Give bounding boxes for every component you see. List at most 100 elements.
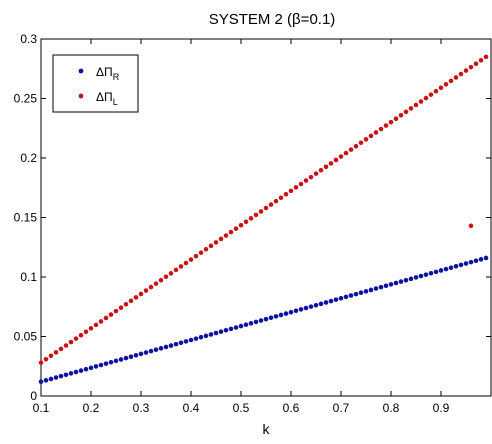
data-point <box>98 362 104 368</box>
data-point <box>223 327 229 333</box>
data-point <box>388 282 394 287</box>
data-point <box>128 298 134 304</box>
data-point <box>208 243 214 249</box>
data-point <box>168 271 174 276</box>
data-point <box>78 332 84 338</box>
data-point <box>213 330 219 336</box>
data-point <box>478 57 484 63</box>
data-point <box>463 68 469 73</box>
data-point <box>413 275 419 280</box>
y-tick-label: 0.15 <box>14 211 38 225</box>
data-point <box>108 359 114 365</box>
data-point <box>443 266 449 272</box>
data-point <box>63 343 69 348</box>
data-point <box>453 75 459 80</box>
data-point <box>118 305 124 310</box>
data-point <box>163 344 169 350</box>
data-point <box>308 174 314 180</box>
data-point <box>193 336 199 341</box>
data-point <box>243 322 249 328</box>
data-point <box>483 255 489 261</box>
data-point <box>418 99 424 104</box>
data-point <box>248 216 254 221</box>
data-point <box>348 293 354 298</box>
x-tick-label: 0.7 <box>333 401 350 415</box>
data-point <box>473 61 479 67</box>
data-point <box>143 288 149 293</box>
y-tick-label: 0 <box>30 389 37 403</box>
x-tick-label: 0.5 <box>233 401 250 415</box>
data-point <box>193 253 199 259</box>
data-point <box>293 185 299 190</box>
data-point <box>408 276 414 282</box>
data-point <box>238 222 244 228</box>
data-point <box>233 226 239 231</box>
data-point <box>153 281 159 286</box>
data-point <box>368 133 374 139</box>
data-point <box>333 297 339 302</box>
data-point <box>423 272 429 277</box>
data-point <box>128 354 134 359</box>
data-point <box>288 309 294 315</box>
data-point <box>383 283 389 289</box>
data-point <box>93 364 99 369</box>
data-point <box>288 188 294 194</box>
data-point <box>388 119 394 125</box>
data-point <box>313 171 319 176</box>
data-point <box>338 154 344 159</box>
data-point <box>478 257 484 262</box>
data-point <box>298 307 304 312</box>
data-point <box>133 295 139 300</box>
data-point <box>58 346 64 352</box>
data-point <box>398 279 404 284</box>
data-point <box>438 268 444 273</box>
data-point <box>428 270 434 276</box>
data-point <box>318 167 324 173</box>
data-point <box>68 339 74 345</box>
data-point <box>63 372 69 378</box>
y-tick-label: 0.05 <box>14 330 38 344</box>
data-point <box>338 295 344 301</box>
data-point <box>258 318 264 323</box>
data-point <box>268 315 274 321</box>
data-point <box>378 284 384 290</box>
data-point <box>393 116 399 122</box>
x-tick-label: 0.2 <box>83 401 100 415</box>
data-point <box>198 250 204 256</box>
data-point <box>223 233 229 238</box>
data-point <box>98 319 104 324</box>
data-point <box>298 181 304 187</box>
data-point <box>393 280 399 286</box>
data-point <box>103 315 109 321</box>
data-point <box>88 365 94 371</box>
data-point <box>83 329 89 335</box>
data-point <box>378 126 384 132</box>
data-point <box>163 274 169 280</box>
data-point <box>293 308 299 314</box>
data-point <box>138 291 144 297</box>
data-point <box>43 378 49 383</box>
data-point <box>443 82 449 87</box>
data-point <box>483 54 489 60</box>
data-point <box>233 325 239 330</box>
series-layer <box>38 54 489 385</box>
data-point <box>468 259 474 265</box>
data-point <box>263 316 269 322</box>
data-point <box>468 64 474 70</box>
data-point <box>433 88 439 94</box>
data-point <box>358 290 364 296</box>
data-point <box>373 130 379 135</box>
data-point <box>203 333 209 339</box>
data-point <box>113 308 119 314</box>
data-point <box>318 301 324 307</box>
data-point <box>433 269 439 275</box>
legend-label-r: ΔΠR <box>96 65 120 82</box>
data-point <box>408 106 414 111</box>
data-point <box>48 376 54 382</box>
data-point <box>178 340 184 346</box>
axis-ticks: 0.1 0.2 0.3 0.4 0.5 0.6 0.7 0.8 0.9 0 0.05 0.1 0.15 0… <box>14 32 491 415</box>
data-point <box>348 147 354 152</box>
data-point <box>148 348 154 354</box>
data-point <box>283 311 289 316</box>
